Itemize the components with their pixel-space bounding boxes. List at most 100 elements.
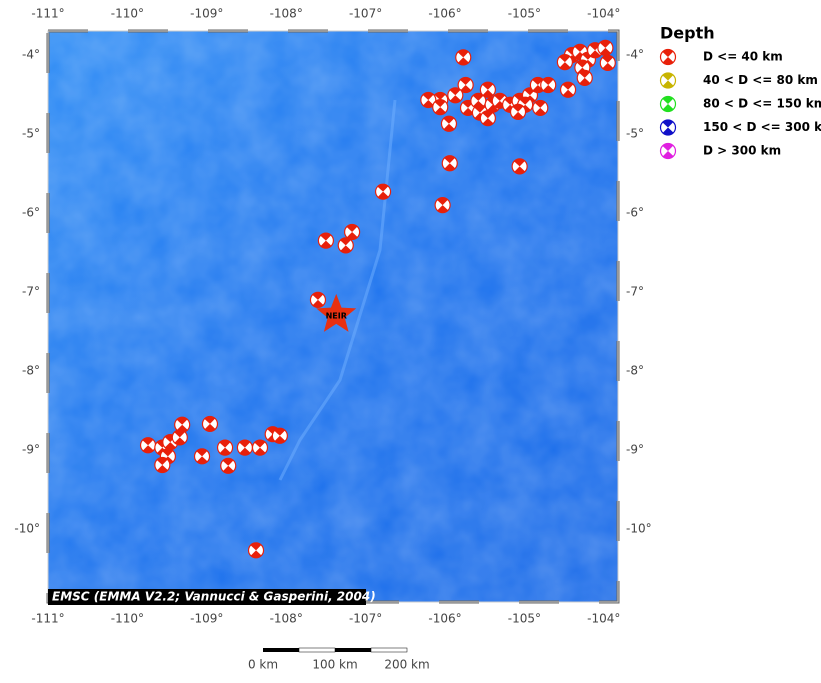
- ball-quadrant: [320, 233, 332, 241]
- ball-quadrant: [474, 105, 486, 113]
- beachball: [171, 429, 188, 446]
- ball-quadrant: [346, 224, 358, 232]
- legend-label: D > 300 km: [703, 144, 781, 158]
- ball-quadrant: [204, 423, 216, 432]
- ball-quadrant: [460, 85, 472, 93]
- beachball: [220, 457, 237, 474]
- lat-label-left: -8°: [22, 364, 40, 378]
- scale-seg: [298, 647, 336, 653]
- beachball: [509, 103, 527, 120]
- ball-quadrant: [574, 44, 586, 52]
- ball-quadrant: [312, 292, 324, 300]
- beachball: [576, 69, 593, 87]
- beachball: [344, 223, 361, 241]
- ball-quadrant: [482, 89, 494, 98]
- lat-label-left: -4°: [22, 48, 40, 62]
- ball-quadrant: [423, 100, 434, 108]
- beachball: [317, 232, 334, 249]
- ball-quadrant: [377, 184, 389, 192]
- lon-label-bottom: -111°: [31, 612, 64, 626]
- beachball: [532, 99, 549, 117]
- ball-quadrant: [450, 95, 461, 103]
- ball-quadrant: [512, 104, 524, 112]
- ball-quadrant: [142, 437, 154, 446]
- beachball: [420, 91, 437, 109]
- lon-label-top: -107°: [349, 7, 382, 21]
- beachball: [597, 39, 614, 56]
- lat-label-left: -10°: [14, 522, 40, 536]
- ball-quadrant: [222, 465, 234, 474]
- lat-label-right: -4°: [626, 48, 644, 62]
- lon-label-bottom: -106°: [428, 612, 461, 626]
- ball-quadrant: [662, 49, 674, 57]
- credit-box: [48, 589, 366, 605]
- ball-quadrant: [662, 143, 674, 151]
- ball-quadrant: [142, 445, 154, 453]
- ball-quadrant: [579, 70, 590, 78]
- beachball: [556, 54, 573, 71]
- scale-seg: [370, 647, 408, 653]
- beachball: [440, 115, 458, 132]
- ball-quadrant: [534, 100, 546, 108]
- ball-quadrant: [662, 104, 674, 112]
- ball-quadrant: [274, 428, 286, 436]
- beachball: [599, 54, 616, 72]
- ball-quadrant: [346, 231, 358, 240]
- ball-quadrant: [377, 191, 389, 200]
- legend-label: D <= 40 km: [703, 50, 783, 64]
- scale-label: 100 km: [312, 658, 357, 672]
- beachball: [337, 237, 354, 254]
- ball-quadrant: [542, 77, 554, 86]
- ball-quadrant: [599, 40, 611, 48]
- ball-quadrant: [219, 440, 231, 448]
- ball-quadrant: [320, 240, 332, 249]
- lat-label-left: -5°: [22, 127, 40, 141]
- beachball: [201, 415, 219, 433]
- beachball: [479, 81, 496, 98]
- ball-quadrant: [443, 116, 455, 124]
- ball-quadrant: [165, 442, 176, 450]
- ball-quadrant: [600, 47, 611, 56]
- ball-quadrant: [176, 417, 188, 425]
- beachball: [511, 158, 528, 175]
- ball-quadrant: [532, 85, 544, 93]
- station-star: [316, 293, 357, 332]
- beachball: [247, 542, 265, 559]
- lat-label-left: -9°: [22, 443, 40, 457]
- ball-quadrant: [422, 92, 434, 101]
- beachball: [139, 437, 157, 454]
- lat-label-left: -6°: [22, 206, 40, 220]
- ball-quadrant: [482, 110, 494, 119]
- ball-quadrant: [174, 437, 186, 445]
- ball-quadrant: [434, 92, 446, 101]
- beachball: [479, 110, 496, 127]
- ball-quadrant: [482, 118, 494, 126]
- scale-label: 0 km: [248, 658, 278, 672]
- ball-quadrant: [579, 77, 591, 86]
- ball-quadrant: [662, 127, 674, 135]
- lon-label-top: -104°: [587, 7, 620, 21]
- lon-label-bottom: -108°: [270, 612, 303, 626]
- ball-quadrant: [482, 82, 494, 90]
- ball-quadrant: [462, 107, 474, 116]
- beachball: [193, 448, 211, 465]
- lon-label-bottom: -110°: [111, 612, 144, 626]
- beachball: [236, 439, 254, 456]
- beachball: [309, 291, 327, 308]
- ball-quadrant: [562, 82, 574, 90]
- ball-quadrant: [340, 245, 352, 253]
- beachball: [441, 155, 458, 172]
- beachball: [540, 76, 557, 94]
- ball-quadrant: [662, 151, 674, 159]
- ball-quadrant: [487, 104, 499, 113]
- lat-label-right: -6°: [626, 206, 644, 220]
- ball-quadrant: [274, 435, 286, 444]
- lat-label-left: -7°: [22, 285, 40, 299]
- ball-quadrant: [602, 55, 613, 63]
- beachball: [659, 72, 677, 89]
- beachball: [271, 427, 288, 444]
- beachball: [432, 99, 449, 116]
- ball-quadrant: [250, 550, 262, 558]
